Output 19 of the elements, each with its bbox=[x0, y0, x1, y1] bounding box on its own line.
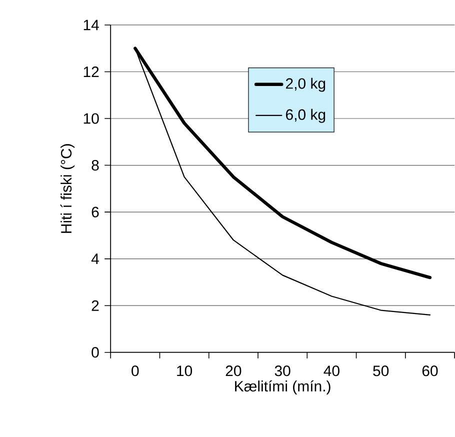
x-tick-label: 20 bbox=[226, 366, 242, 376]
y-tick-label: 0 bbox=[92, 347, 99, 358]
x-tick-label: 30 bbox=[274, 366, 290, 376]
y-axis-title: Hiti í fiski (°C) bbox=[60, 144, 75, 234]
x-tick-label: 0 bbox=[132, 366, 139, 376]
y-tick-label: 12 bbox=[84, 66, 99, 78]
y-tick-label: 2 bbox=[92, 300, 99, 312]
y-tick-label: 10 bbox=[84, 113, 99, 124]
x-tick-label: 50 bbox=[373, 366, 389, 376]
legend-label: 2,0 kg bbox=[286, 78, 326, 92]
legend-label: 6,0 kg bbox=[286, 109, 326, 124]
y-tick-label: 14 bbox=[84, 20, 99, 30]
y-tick-label: 8 bbox=[92, 160, 99, 171]
y-tick-label: 4 bbox=[91, 254, 99, 264]
x-tick-label: 60 bbox=[422, 366, 438, 376]
y-tick-label: 6 bbox=[92, 206, 99, 218]
x-axis-title: Kælitími (mín.) bbox=[235, 380, 330, 395]
x-tick-label: 40 bbox=[324, 366, 340, 376]
x-tick-label: 10 bbox=[177, 366, 192, 376]
